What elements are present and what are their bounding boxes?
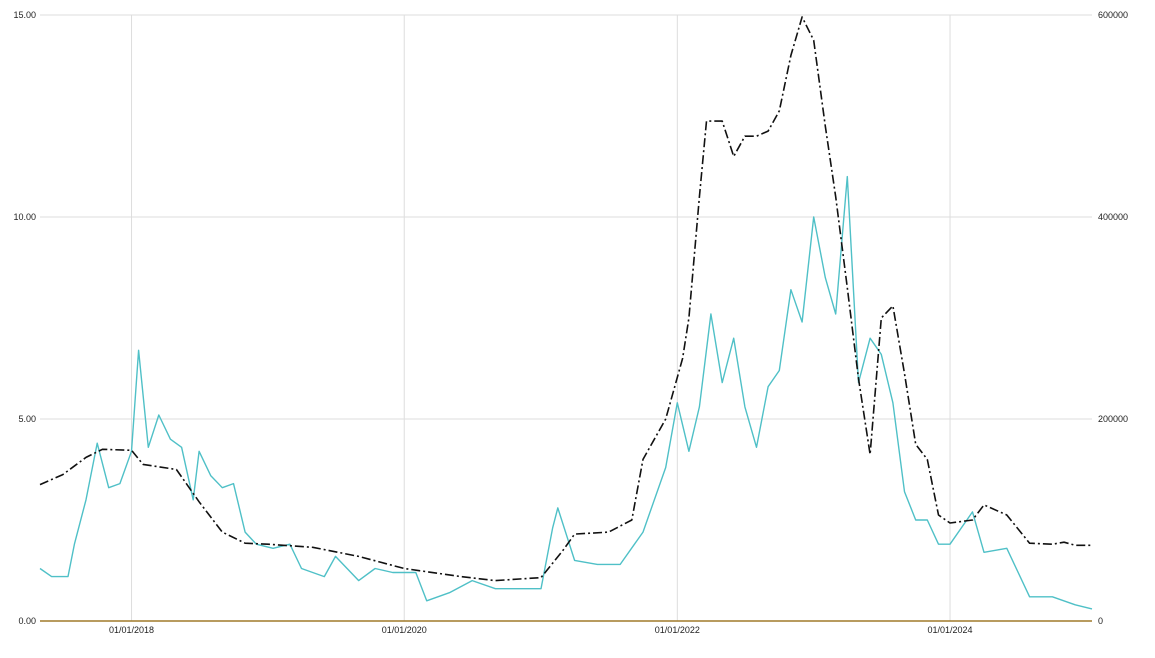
y-tick-label: 10.00	[13, 212, 36, 222]
x-tick-label: 01/01/2020	[382, 625, 427, 635]
y-tick-label: 0.00	[18, 616, 36, 626]
axis-layer: 0.00 5.00 10.00 15.00 0 200000 400000 600000 01/…	[13, 10, 1128, 635]
y-tick-label: 5.00	[18, 414, 36, 424]
x-tick-label: 01/01/2024	[928, 625, 973, 635]
y-tick-label: 15.00	[13, 10, 36, 20]
x-tick-label: 01/01/2018	[109, 625, 154, 635]
y2-tick-label: 200000	[1098, 414, 1128, 424]
series-line-right-axis	[39, 16, 1092, 582]
y2-tick-label: 600000	[1098, 10, 1128, 20]
series-line-left-axis	[39, 175, 1093, 610]
y2-tick-label: 0	[1098, 616, 1103, 626]
y2-tick-label: 400000	[1098, 212, 1128, 222]
grid-layer	[40, 14, 1092, 621]
x-tick-label: 01/01/2022	[655, 625, 700, 635]
series-layer	[39, 16, 1093, 610]
